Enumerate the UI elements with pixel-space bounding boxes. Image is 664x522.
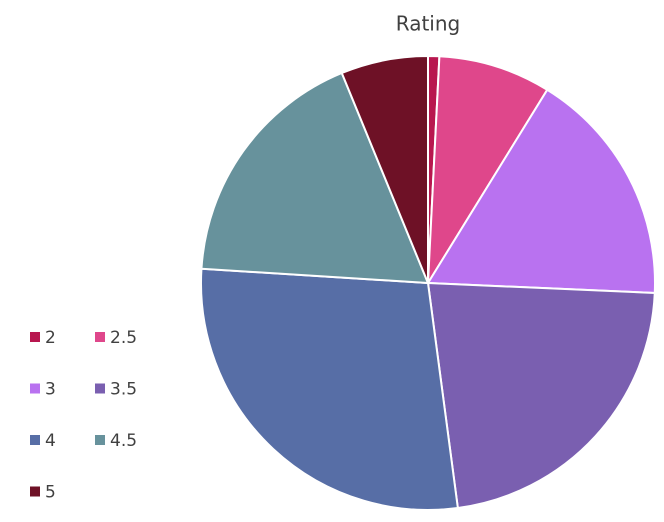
- legend-label: 4.5: [110, 431, 137, 451]
- legend-swatch: [30, 486, 40, 497]
- legend-label: 2: [45, 328, 56, 348]
- legend-swatch: [30, 435, 40, 445]
- chart-title: Rating: [396, 12, 460, 36]
- pie-slice: [427, 55, 549, 284]
- pie-slice: [426, 281, 656, 510]
- pie-slice: [340, 54, 429, 284]
- pie-slice: [200, 267, 459, 511]
- legend-swatch: [95, 332, 105, 342]
- legend-label: 5: [45, 483, 56, 503]
- pie-slice: [200, 71, 430, 285]
- legend-swatch: [95, 435, 105, 445]
- legend-label: 3: [45, 380, 56, 400]
- legend-label: 4: [45, 431, 56, 451]
- legend-swatch: [95, 383, 105, 394]
- legend-label: 2.5: [110, 328, 137, 348]
- legend-label: 3.5: [110, 380, 137, 400]
- pie-slice: [426, 88, 656, 295]
- legend-swatch: [30, 332, 40, 342]
- legend-swatch: [30, 383, 40, 394]
